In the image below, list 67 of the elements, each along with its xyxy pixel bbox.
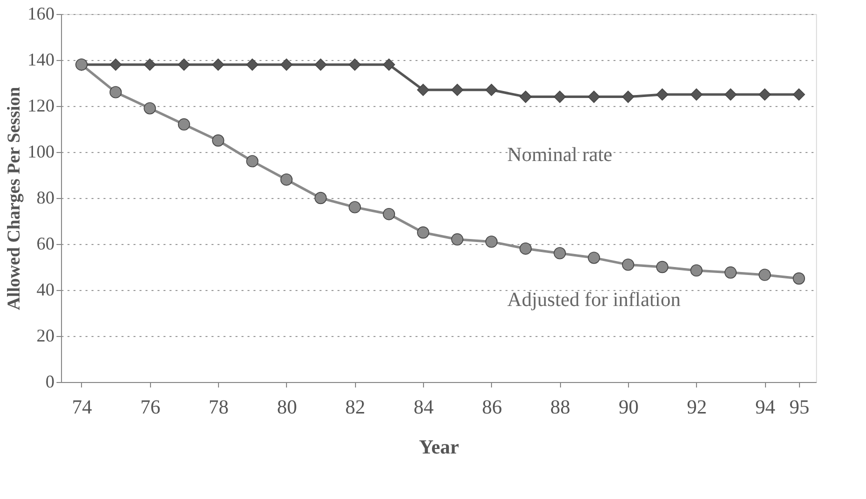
point bbox=[314, 192, 327, 204]
point bbox=[554, 247, 566, 260]
point bbox=[246, 155, 258, 168]
x-tick-label: 90 bbox=[618, 396, 639, 418]
y-tick-label: 40 bbox=[36, 280, 54, 300]
y-tick-label: 0 bbox=[46, 372, 54, 392]
point bbox=[178, 118, 190, 130]
series-label: Adjusted for inflation bbox=[507, 288, 681, 311]
x-tick-label: 88 bbox=[550, 396, 570, 418]
point bbox=[588, 252, 600, 264]
point bbox=[724, 88, 737, 101]
y-axis-title: Allowed Charges Per Session bbox=[4, 86, 24, 310]
point bbox=[520, 90, 532, 103]
x-tick-label: 94 bbox=[755, 396, 776, 418]
y-tick-label: 60 bbox=[36, 234, 54, 254]
x-tick-label: 76 bbox=[140, 396, 160, 418]
x-tick-label: 74 bbox=[72, 396, 92, 418]
x-tick-label: 78 bbox=[208, 396, 229, 418]
y-tick-label: 140 bbox=[28, 50, 54, 70]
x-tick-label: 84 bbox=[414, 396, 434, 418]
point bbox=[792, 88, 806, 101]
y-tick-label: 160 bbox=[28, 4, 54, 24]
point bbox=[451, 84, 464, 96]
point bbox=[588, 90, 600, 103]
point bbox=[110, 58, 122, 71]
point bbox=[690, 88, 703, 101]
point bbox=[348, 201, 361, 214]
point bbox=[110, 86, 122, 98]
x-tick-label: 82 bbox=[345, 396, 366, 418]
y-tick-label: 80 bbox=[36, 188, 54, 208]
point bbox=[656, 88, 668, 101]
point bbox=[622, 90, 634, 103]
point bbox=[520, 242, 532, 255]
point bbox=[144, 58, 156, 71]
point bbox=[758, 268, 771, 281]
y-tick-label: 20 bbox=[36, 326, 54, 346]
point bbox=[246, 58, 258, 71]
text: Nominal rate bbox=[507, 144, 612, 166]
x-tick-label: 95 bbox=[789, 396, 810, 418]
point bbox=[178, 58, 190, 71]
point bbox=[554, 90, 566, 103]
point bbox=[724, 266, 737, 279]
point bbox=[758, 88, 771, 101]
point bbox=[212, 58, 224, 71]
point bbox=[417, 226, 430, 239]
point bbox=[280, 58, 293, 71]
point bbox=[622, 258, 634, 271]
point bbox=[144, 102, 156, 114]
point bbox=[656, 260, 668, 274]
point bbox=[690, 264, 703, 277]
point bbox=[348, 58, 361, 71]
x-axis-title: Year bbox=[419, 436, 460, 458]
point bbox=[212, 134, 224, 147]
x-tick-label: 86 bbox=[482, 396, 502, 418]
y-tick-label: 100 bbox=[28, 142, 54, 162]
point bbox=[417, 84, 430, 96]
point bbox=[485, 84, 498, 96]
point bbox=[451, 233, 464, 246]
point bbox=[485, 236, 498, 248]
point bbox=[382, 208, 396, 220]
point bbox=[314, 58, 327, 71]
x-tick-label: 92 bbox=[686, 396, 707, 418]
point bbox=[792, 272, 806, 285]
y-tick-label: 120 bbox=[28, 96, 54, 116]
point bbox=[280, 174, 293, 186]
point bbox=[382, 58, 396, 71]
x-tick-label: 80 bbox=[276, 396, 297, 418]
